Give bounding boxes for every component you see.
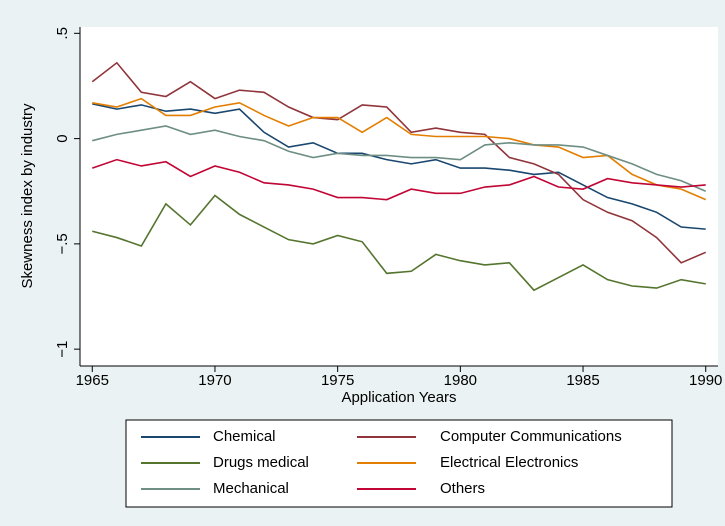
- series-line: [92, 125, 707, 192]
- plot-area: [80, 27, 718, 366]
- x-tick-label: 1985: [566, 372, 599, 389]
- x-tick-label: 1975: [321, 372, 354, 389]
- legend-label: Mechanical: [213, 480, 289, 497]
- legend-label: Computer Communications: [440, 428, 622, 445]
- series-line: [92, 194, 706, 292]
- y-tick-label: −.5: [54, 233, 71, 254]
- legend-label: Others: [440, 480, 485, 497]
- series-line: [91, 61, 707, 264]
- legend-label: Electrical Electronics: [440, 454, 578, 471]
- legend-label: Chemical: [213, 428, 276, 445]
- x-tick-label: 1970: [198, 372, 231, 389]
- x-tick-label: 1965: [76, 372, 109, 389]
- y-tick-label: −1: [54, 341, 71, 358]
- legend-label: Drugs medical: [213, 454, 309, 471]
- y-tick-label: .5: [54, 27, 71, 40]
- y-tick-label: 0: [54, 134, 71, 142]
- series-line: [92, 97, 707, 201]
- x-axis-title: Application Years: [341, 389, 456, 406]
- x-tick-label: 1990: [689, 372, 722, 389]
- series-line: [92, 103, 706, 230]
- x-tick-label: 1980: [444, 372, 477, 389]
- series-line: [92, 158, 706, 201]
- y-axis-title: Skewness index by industry: [19, 103, 36, 289]
